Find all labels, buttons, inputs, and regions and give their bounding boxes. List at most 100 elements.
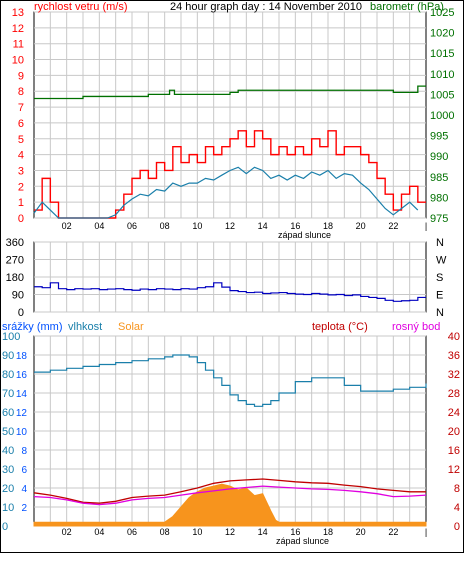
time-tick-label: 18 — [323, 221, 333, 231]
temperature-tick-label: 12 — [448, 464, 460, 476]
rain-label: srážky (mm) — [2, 321, 63, 333]
wind-series — [33, 85, 426, 219]
rain-tick-label: 18 — [16, 351, 28, 362]
barometer-tick-label: 995 — [430, 131, 448, 143]
wind-tick-label: 1 — [18, 197, 24, 209]
time-tick-label: 06 — [127, 221, 137, 231]
temperature-tick-label: 36 — [448, 350, 460, 362]
wind-gust-line — [34, 130, 426, 219]
wind-tick-label: 9 — [18, 70, 24, 82]
sunset-label-top: západ slunce — [278, 230, 331, 240]
barometer-tick-label: 980 — [430, 192, 448, 204]
wind-tick-label: 11 — [13, 39, 24, 51]
temperature-tick-label: 8 — [454, 483, 460, 495]
rain-tick-label: 14 — [16, 389, 28, 400]
temperature-tick-label: 4 — [454, 502, 460, 514]
time-tick-label: 10 — [192, 527, 202, 537]
rain-tick-label: 8 — [21, 446, 27, 457]
time-tick-label: 02 — [62, 527, 72, 537]
solar-label: Solar — [118, 321, 144, 333]
wind-tick-label: 8 — [18, 86, 24, 98]
temperature-tick-label: 40 — [448, 331, 460, 343]
direction-tick-label: 360 — [6, 237, 24, 249]
barometer-tick-label: 1005 — [430, 89, 454, 101]
humidity-line — [34, 354, 427, 407]
barometer-axis: 975 980 985 990 995 1000 1005 1010 1015 1020 1025 — [430, 7, 454, 225]
time-tick-label: 16 — [290, 221, 300, 231]
time-tick-label: 08 — [160, 527, 170, 537]
rain-tick-label: 10 — [16, 427, 28, 438]
temperature-line — [33, 478, 426, 504]
rain-tick-label: 6 — [21, 465, 27, 476]
barometer-tick-label: 1000 — [430, 110, 454, 122]
compass-tick-label: N — [436, 237, 444, 249]
time-tick-label: 10 — [192, 221, 202, 231]
time-tick-end: | — [425, 527, 427, 537]
humidity-tick-label: 60 — [2, 407, 14, 419]
barometer-tick-label: 1020 — [430, 28, 454, 40]
wind-tick-label: 7 — [18, 102, 24, 114]
wind-tick-label: 3 — [18, 165, 24, 177]
direction-tick-label: 0 — [18, 307, 24, 319]
temperature-tick-label: 0 — [454, 521, 460, 533]
wind-tick-label: 5 — [18, 134, 24, 146]
direction-series — [34, 282, 426, 302]
humidity-tick-label: 20 — [2, 483, 14, 495]
wind-tick-label: 13 — [12, 7, 24, 19]
time-tick-label: 22 — [388, 527, 398, 537]
time-tick-label: 20 — [356, 527, 366, 537]
temperature-right-axis: 0 4 8 12 16 20 24 28 32 36 40 — [448, 331, 460, 533]
wind-average-line — [33, 166, 419, 219]
humidity-label: vlhkost — [68, 321, 102, 333]
temperature-tick-label: 20 — [448, 426, 460, 438]
solar-area — [33, 483, 427, 527]
compass-tick-label: E — [436, 290, 443, 302]
climate-series — [33, 354, 427, 527]
time-tick-label: 16 — [290, 527, 300, 537]
temperature-label: teplota (°C) — [312, 321, 368, 333]
direction-tick-label: 270 — [6, 255, 24, 267]
time-tick-label: 14 — [258, 221, 268, 231]
direction-tick-label: 90 — [12, 290, 24, 302]
barometer-tick-label: 1025 — [430, 7, 454, 19]
compass-tick-label: S — [436, 272, 443, 284]
time-tick-label: 04 — [94, 221, 104, 231]
temperature-tick-label: 16 — [448, 445, 460, 457]
time-tick-label: 20 — [356, 221, 366, 231]
humidity-tick-label: 0 — [2, 521, 8, 533]
rain-tick-label: 16 — [16, 370, 28, 381]
rain-tick-label: 4 — [21, 484, 27, 495]
sunset-label-bottom: západ slunce — [276, 536, 329, 546]
barometer-tick-label: 975 — [430, 213, 448, 225]
humidity-tick-label: 90 — [2, 350, 14, 362]
humidity-tick-label: 80 — [2, 369, 14, 381]
time-tick-label: 04 — [94, 527, 104, 537]
humidity-tick-label: 70 — [2, 388, 14, 400]
barometer-tick-label: 985 — [430, 172, 448, 184]
wind-tick-label: 4 — [18, 150, 24, 162]
direction-tick-label: 180 — [6, 272, 24, 284]
humidity-tick-label: 100 — [2, 331, 20, 343]
wind-tick-label: 2 — [18, 181, 24, 193]
direction-degree-axis: 0 90 180 270 360 — [6, 237, 24, 319]
temperature-tick-label: 28 — [448, 388, 460, 400]
time-axis-top: 02 04 06 08 10 12 14 16 18 20 22 | — [62, 221, 428, 231]
wind-tick-label: 10 — [12, 55, 24, 67]
barometer-label: barometr (hPa) — [370, 1, 444, 13]
wind-tick-label: 0 — [18, 213, 24, 225]
time-tick-label: 06 — [127, 527, 137, 537]
time-axis-bottom: 02 04 06 08 10 12 14 16 18 20 22 | — [62, 527, 428, 537]
time-tick-end: | — [425, 221, 427, 231]
humidity-tick-label: 40 — [2, 445, 14, 457]
compass-tick-label: W — [436, 255, 447, 267]
wind-speed-label: rychlost vetru (m/s) — [34, 1, 128, 13]
time-tick-label: 22 — [388, 221, 398, 231]
dew-point-label: rosný bod — [392, 321, 440, 333]
time-tick-label: 12 — [225, 527, 235, 537]
